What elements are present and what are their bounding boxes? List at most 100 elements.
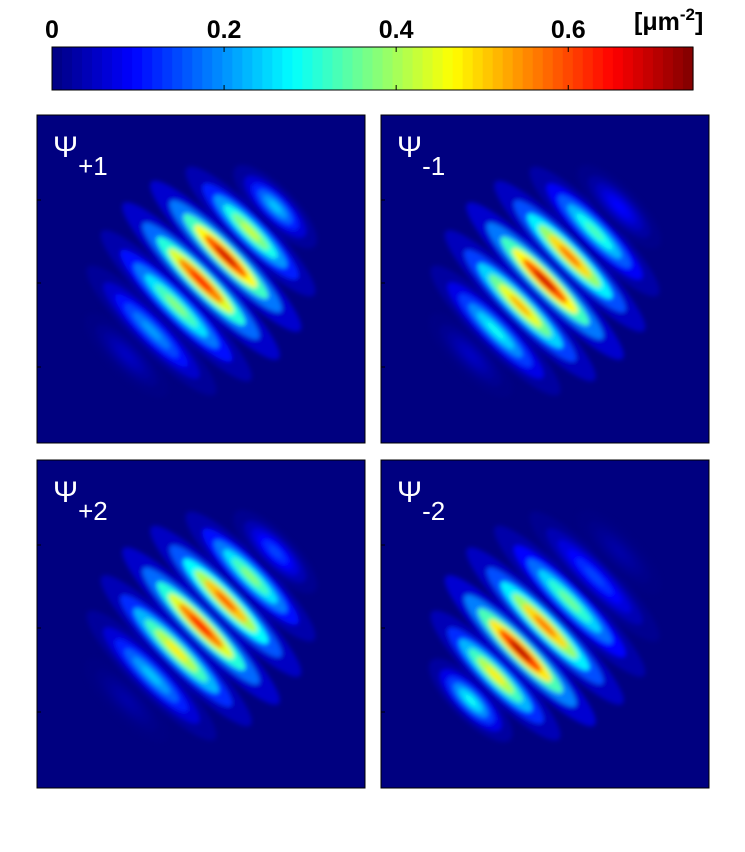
unit-prefix: [μm: [634, 8, 680, 36]
panel-subscript: +2: [78, 496, 108, 526]
colorbar-swatch: [172, 47, 183, 90]
panel-frame: [380, 459, 710, 789]
fringe-level: [533, 269, 557, 293]
unit-suffix: ]: [695, 8, 703, 36]
colorbar-swatch: [442, 47, 454, 90]
fringe: [494, 525, 646, 677]
colorbar-swatch: [682, 47, 694, 90]
colorbar-tick-label: 0: [45, 16, 59, 44]
unit-power: -2: [680, 5, 695, 24]
fringe: [429, 658, 513, 742]
colorbar-swatch: [672, 47, 684, 90]
colorbar-swatch: [92, 47, 103, 90]
fringe-level: [613, 200, 626, 213]
fringe-level: [165, 639, 188, 662]
fringe-level: [120, 694, 133, 707]
panel-frame: [36, 114, 366, 444]
fringe: [429, 313, 513, 397]
fringe: [430, 265, 561, 396]
colorbar-swatch: [592, 47, 604, 90]
fringe: [86, 610, 217, 741]
colorbar-swatch: [132, 47, 143, 90]
panel-subscript: -1: [422, 151, 445, 181]
colorbar-swatch: [392, 47, 404, 90]
fringe: [85, 313, 169, 397]
fringe-level: [613, 545, 626, 558]
colorbar-swatch: [522, 47, 534, 90]
fringe-level: [533, 614, 557, 638]
fringe-level: [509, 294, 532, 317]
colorbar-swatch: [102, 47, 113, 90]
colorbar-swatch: [362, 47, 374, 90]
fringe: [444, 230, 596, 382]
fringe: [494, 180, 646, 332]
panel-symbol: Ψ: [53, 131, 78, 164]
colorbar-frame: [51, 46, 694, 91]
fringes: [85, 510, 317, 742]
colorbar-swatch: [472, 47, 484, 90]
fringe-level: [464, 694, 477, 707]
colorbar-swatch: [142, 47, 153, 90]
colorbar-tick-label: 0.2: [207, 16, 242, 44]
colorbar-swatch: [632, 47, 644, 90]
panel-label: Ψ+1: [53, 131, 108, 181]
fringe-level: [214, 590, 237, 613]
colorbar-swatch: [622, 47, 634, 90]
fringe: [233, 510, 317, 594]
colorbar-swatch: [52, 47, 63, 90]
fringe-level: [464, 349, 477, 362]
colorbar-swatch: [242, 47, 253, 90]
panel-symbol: Ψ: [397, 476, 422, 509]
colorbar-swatch: [662, 47, 674, 90]
colorbar-swatch: [532, 47, 544, 90]
colorbar-tick-label: 0.6: [551, 16, 586, 44]
fringe-level: [189, 269, 213, 293]
colorbar-swatch: [382, 47, 394, 90]
colorbar-swatch: [322, 47, 334, 90]
colorbar-swatch: [562, 47, 574, 90]
panel-symbol: Ψ: [397, 131, 422, 164]
colorbar-swatch: [502, 47, 514, 90]
colorbar-swatch: [162, 47, 173, 90]
panel-label: Ψ+2: [53, 476, 108, 526]
colorbar-swatch: [152, 47, 163, 90]
fringe: [100, 575, 252, 727]
colorbar-swatch: [222, 47, 233, 90]
fringe: [185, 511, 316, 642]
colorbar-swatch: [512, 47, 524, 90]
fringes: [429, 510, 661, 742]
colorbar-swatch: [262, 47, 273, 90]
panel: Ψ-2: [380, 459, 710, 789]
colorbar-tick-label: 0.4: [379, 16, 414, 44]
colorbar-swatch: [232, 47, 243, 90]
fringes: [85, 165, 317, 397]
colorbar-swatch: [602, 47, 614, 90]
colorbar-swatch: [302, 47, 314, 90]
fringe: [122, 202, 280, 360]
panel-subscript: -2: [422, 496, 445, 526]
colorbar-swatch: [492, 47, 504, 90]
fringe-level: [269, 200, 282, 213]
fringe: [577, 510, 661, 594]
fringe-level: [585, 567, 604, 586]
colorbar-swatch: [402, 47, 414, 90]
colorbar-swatch: [312, 47, 324, 90]
fringe: [150, 180, 302, 332]
colorbar-swatch: [462, 47, 474, 90]
colorbar-swatch: [372, 47, 384, 90]
fringe: [466, 202, 624, 360]
fringe: [185, 166, 316, 297]
fringe-level: [269, 545, 282, 558]
colorbar-unit: [μm-2]: [634, 5, 703, 36]
colorbar-swatch: [352, 47, 364, 90]
colorbar-swatch: [432, 47, 444, 90]
colorbar-swatch: [572, 47, 584, 90]
panel-frame: [36, 459, 366, 789]
fringe-level: [142, 321, 161, 340]
panel-label: Ψ-2: [397, 476, 445, 526]
fringe: [577, 165, 661, 249]
colorbar-swatch: [272, 47, 283, 90]
colorbar-swatch: [192, 47, 203, 90]
colorbar-swatch: [292, 47, 303, 90]
